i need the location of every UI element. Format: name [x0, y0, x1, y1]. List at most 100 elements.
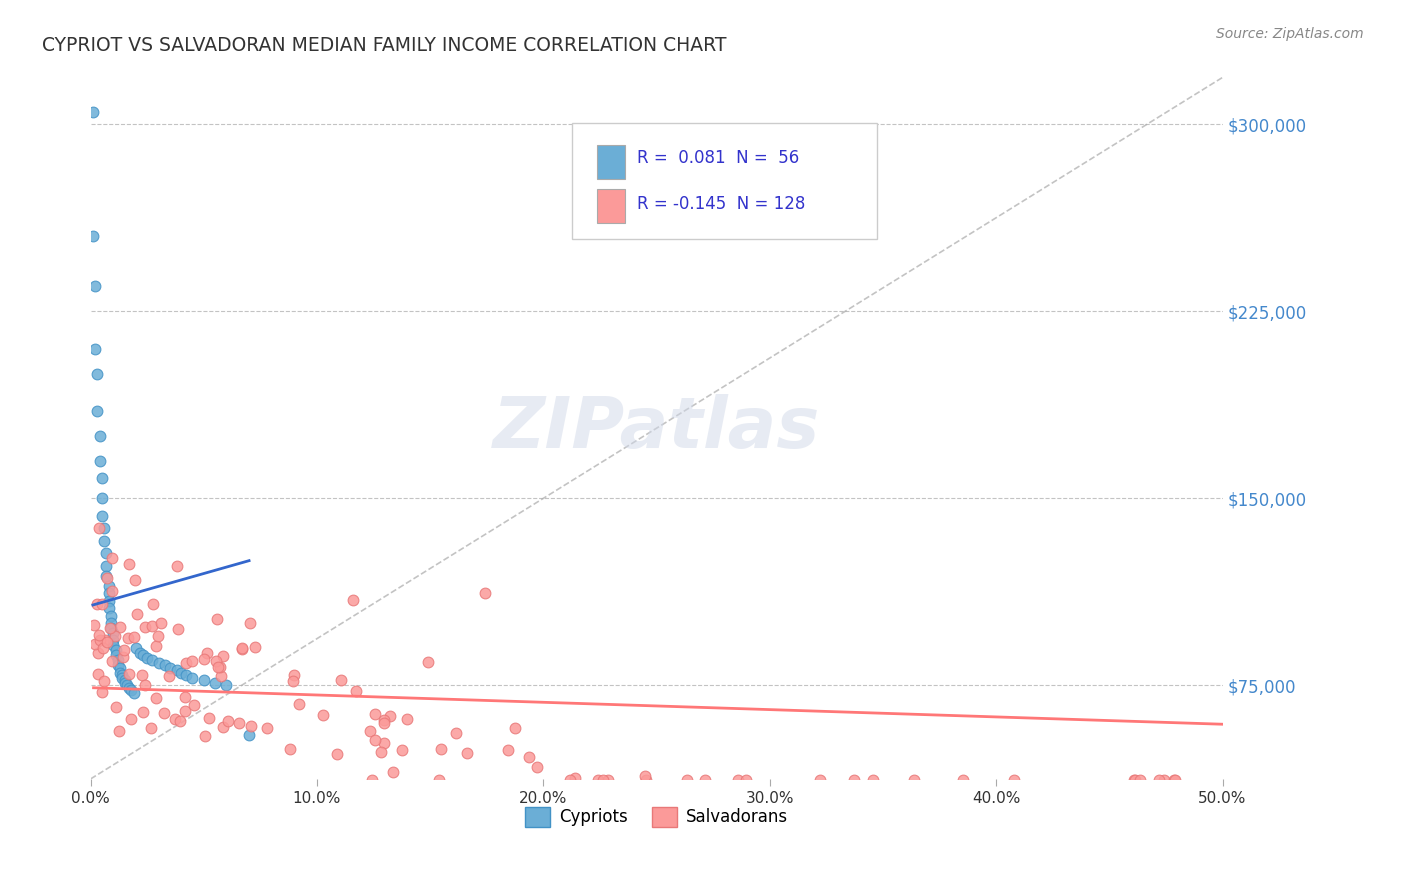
Point — [87, 666, 110, 681]
Point — [329, 673, 352, 687]
Point — [181, 671, 204, 685]
FancyBboxPatch shape — [572, 123, 877, 239]
Point — [558, 773, 581, 788]
Point — [370, 745, 392, 759]
Point — [204, 676, 226, 690]
Point — [373, 715, 395, 730]
Point — [112, 642, 135, 657]
Point — [283, 667, 305, 681]
Point — [100, 615, 122, 630]
Point — [364, 707, 387, 722]
Point — [231, 641, 253, 656]
Point — [124, 574, 146, 588]
Point — [373, 736, 395, 750]
Point — [101, 654, 124, 668]
Point — [96, 568, 118, 582]
Point — [360, 773, 382, 788]
Point — [239, 719, 262, 733]
Point — [146, 629, 169, 643]
Point — [311, 708, 333, 723]
Point — [373, 713, 395, 727]
Text: Source: ZipAtlas.com: Source: ZipAtlas.com — [1216, 27, 1364, 41]
Point — [209, 668, 232, 682]
Point — [136, 651, 159, 665]
Point — [83, 618, 105, 632]
Point — [181, 654, 204, 668]
Point — [153, 706, 176, 721]
Point — [503, 722, 526, 736]
Point — [91, 597, 114, 611]
Point — [243, 640, 266, 654]
Point — [115, 678, 138, 692]
Point — [120, 712, 142, 726]
Point — [114, 676, 136, 690]
Point — [105, 700, 128, 714]
Point — [131, 648, 153, 663]
Point — [108, 665, 131, 680]
Point — [166, 664, 188, 678]
Point — [141, 619, 163, 633]
Point — [170, 665, 193, 680]
Text: ZIPatlas: ZIPatlas — [494, 393, 820, 463]
Point — [166, 622, 188, 636]
Point — [183, 698, 205, 712]
Point — [100, 608, 122, 623]
Point — [89, 454, 111, 468]
Point — [145, 639, 167, 653]
Point — [808, 773, 831, 788]
Point — [103, 639, 125, 653]
Point — [139, 721, 162, 735]
FancyBboxPatch shape — [596, 145, 624, 179]
Point — [107, 658, 129, 673]
Point — [228, 716, 250, 731]
Point — [359, 724, 381, 739]
Point — [107, 653, 129, 667]
Point — [111, 649, 134, 664]
Point — [727, 773, 749, 788]
Point — [195, 646, 218, 660]
Point — [675, 773, 697, 788]
Point — [1164, 773, 1187, 788]
Point — [86, 404, 108, 418]
Point — [634, 769, 657, 783]
Point — [176, 656, 198, 670]
Point — [174, 668, 197, 682]
Point — [94, 632, 117, 647]
Point — [148, 656, 170, 670]
Point — [141, 653, 163, 667]
Point — [103, 633, 125, 648]
Point — [87, 628, 110, 642]
Point — [592, 772, 614, 787]
Point — [596, 773, 619, 788]
Point — [636, 773, 658, 788]
Point — [90, 471, 112, 485]
Point — [101, 550, 124, 565]
Point — [93, 521, 115, 535]
Point — [97, 593, 120, 607]
Point — [104, 648, 127, 663]
Point — [86, 367, 108, 381]
FancyBboxPatch shape — [596, 189, 624, 223]
Point — [193, 729, 215, 743]
Point — [96, 571, 118, 585]
Point — [174, 690, 197, 705]
Point — [735, 773, 758, 788]
Point — [209, 660, 232, 674]
Point — [90, 508, 112, 523]
Point — [93, 673, 115, 688]
Point — [416, 655, 439, 669]
Point — [281, 673, 304, 688]
Point — [86, 597, 108, 611]
Point — [207, 660, 229, 674]
Point — [134, 678, 156, 692]
Point — [83, 637, 105, 651]
Point — [204, 654, 226, 668]
Point — [117, 631, 139, 645]
Point — [104, 629, 127, 643]
Point — [231, 641, 253, 656]
Point — [1129, 773, 1152, 788]
Text: CYPRIOT VS SALVADORAN MEDIAN FAMILY INCOME CORRELATION CHART: CYPRIOT VS SALVADORAN MEDIAN FAMILY INCO… — [42, 36, 727, 54]
Point — [217, 714, 239, 728]
Text: R = -0.145  N = 128: R = -0.145 N = 128 — [637, 194, 806, 212]
Point — [129, 646, 152, 660]
